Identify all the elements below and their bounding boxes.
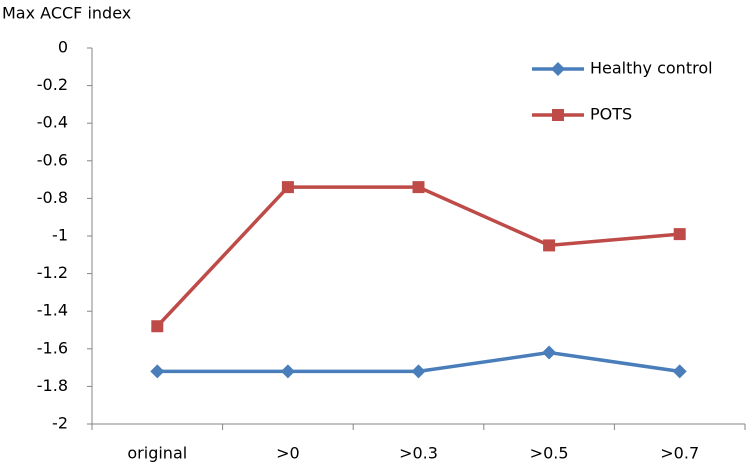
y-axis-title: Max ACCF index (2, 4, 131, 23)
data-point (543, 239, 556, 252)
x-tick-label: original (127, 444, 187, 463)
y-tick-label: -2 (52, 414, 68, 433)
data-point (411, 364, 426, 379)
x-tick-label: >0.5 (530, 444, 569, 463)
data-point (672, 364, 687, 379)
y-tick-label: -0.8 (37, 188, 68, 207)
legend-label: POTS (590, 105, 632, 124)
legend-marker (552, 109, 564, 121)
legend-label: Healthy control (590, 59, 713, 78)
x-tick-label: >0 (276, 444, 300, 463)
data-point (151, 320, 164, 333)
data-point (412, 181, 425, 194)
data-point (673, 228, 686, 241)
legend-marker (551, 62, 565, 76)
data-point (542, 345, 557, 360)
data-point (281, 181, 294, 194)
series-line (156, 185, 680, 328)
x-tick-label: >0.3 (399, 444, 438, 463)
y-tick-label: -1.4 (37, 301, 68, 320)
y-tick-label: -0.4 (37, 113, 68, 132)
y-tick-label: -0.2 (37, 75, 68, 94)
data-point (280, 364, 295, 379)
y-tick-label: -0.6 (37, 150, 68, 169)
data-point (150, 364, 165, 379)
y-tick-label: 0 (58, 38, 68, 57)
y-tick-label: -1 (52, 226, 68, 245)
y-tick-label: -1.8 (37, 376, 68, 395)
x-tick-label: >0.7 (660, 444, 699, 463)
y-tick-label: -1.6 (37, 338, 68, 357)
y-tick-label: -1.2 (37, 263, 68, 282)
